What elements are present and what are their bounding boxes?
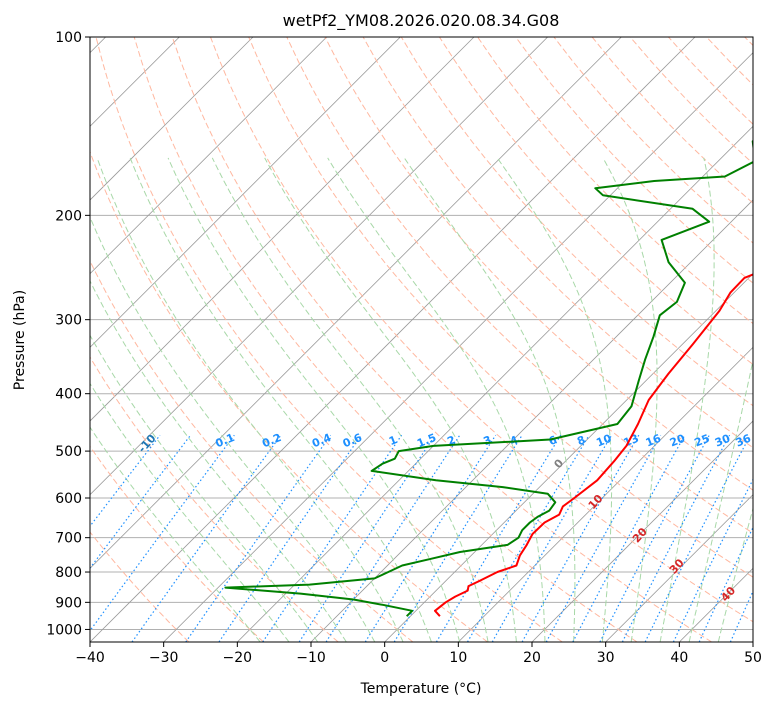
background-lines bbox=[90, 37, 753, 642]
dry-adiabat-line bbox=[438, 37, 753, 366]
x-tick-label: 50 bbox=[744, 650, 762, 666]
dry-adiabat-line bbox=[515, 37, 753, 284]
x-tick-label: 30 bbox=[597, 650, 615, 666]
isotherm-line bbox=[90, 37, 475, 422]
moist-adiabat-line bbox=[688, 358, 753, 642]
moist-adiabat-line bbox=[211, 157, 489, 642]
y-tick-label: 800 bbox=[55, 565, 82, 581]
mixing-ratio-line bbox=[621, 434, 731, 642]
dry-adiabat-line bbox=[90, 531, 190, 642]
x-axis: −40 −30 −20 −10 0 10 20 30 40 50 bbox=[75, 642, 762, 666]
mixing-ratio-line bbox=[491, 434, 613, 642]
y-axis: 100 200 300 400 500 600 700 800 900 1000 bbox=[46, 30, 90, 638]
dry-adiabat-line bbox=[90, 445, 264, 642]
moist-adiabat-line bbox=[403, 157, 576, 642]
isotherm-line bbox=[90, 37, 401, 348]
isotherm-line bbox=[458, 346, 753, 642]
moist-adiabat-line bbox=[264, 157, 517, 642]
y-axis-label: Pressure (hPa) bbox=[12, 290, 28, 390]
y-tick-label: 900 bbox=[55, 595, 82, 611]
mixing-ratio-line bbox=[325, 434, 461, 642]
mixing-ratio-line bbox=[466, 434, 590, 642]
y-tick-label: 1000 bbox=[46, 622, 82, 638]
mixing-ratio-label: 36 bbox=[734, 432, 753, 450]
moist-adiabat-line bbox=[602, 157, 658, 642]
y-tick-label: 400 bbox=[55, 387, 82, 403]
moist-adiabat-line bbox=[90, 382, 290, 642]
mixing-ratio-line bbox=[672, 478, 753, 642]
moist-adiabat-line bbox=[90, 279, 347, 642]
mixing-ratio-label: 20 bbox=[668, 432, 687, 450]
mixing-ratio-label: 10 bbox=[594, 432, 613, 450]
isotherm-line bbox=[90, 37, 327, 275]
isotherm-line bbox=[90, 37, 548, 496]
isotherm-line bbox=[90, 37, 696, 642]
x-tick-label: −10 bbox=[296, 650, 326, 666]
mixing-ratio-label: 1 bbox=[387, 433, 399, 448]
y-tick-label: 300 bbox=[55, 313, 82, 329]
mixing-ratio-line bbox=[572, 434, 686, 642]
dewpoint-line bbox=[224, 140, 753, 617]
x-tick-label: 20 bbox=[523, 650, 541, 666]
x-tick-label: 10 bbox=[449, 650, 467, 666]
x-tick-label: 40 bbox=[670, 650, 688, 666]
mixing-ratio-line bbox=[393, 434, 523, 642]
x-tick-label: −30 bbox=[149, 650, 179, 666]
moist-adiabat-line bbox=[90, 426, 261, 642]
y-tick-label: 200 bbox=[55, 208, 82, 224]
temperature-line bbox=[434, 273, 753, 617]
mixing-ratio-label: 3 bbox=[481, 433, 493, 448]
mixing-ratio-line bbox=[218, 434, 362, 642]
isotherm-line bbox=[90, 37, 254, 201]
moist-adiabat-line bbox=[659, 157, 715, 642]
isotherm-line bbox=[237, 125, 753, 642]
moist-adiabat-line bbox=[90, 215, 376, 642]
mixing-ratio-line bbox=[90, 434, 235, 632]
mixing-ratio-label: 2 bbox=[445, 433, 457, 448]
mixing-ratio-label: 8 bbox=[575, 433, 587, 448]
y-tick-label: 500 bbox=[55, 444, 82, 460]
dry-adiabat-line bbox=[248, 37, 753, 578]
isotherm-line bbox=[163, 52, 753, 642]
moist-adiabat-line bbox=[167, 157, 461, 642]
dry-adiabat-line bbox=[90, 259, 414, 642]
dry-adiabat-line bbox=[95, 37, 563, 642]
isotherm-line bbox=[384, 273, 753, 642]
dry-adiabat-line bbox=[90, 150, 488, 642]
y-tick-label: 600 bbox=[55, 491, 82, 507]
mixing-ratio-line bbox=[545, 434, 662, 642]
mixing-ratio-line bbox=[435, 434, 562, 642]
mixing-ratio-label: 30 bbox=[713, 432, 732, 450]
moist-adiabat-line bbox=[717, 506, 753, 642]
isotherm-line bbox=[605, 494, 753, 642]
x-axis-label: Temperature (°C) bbox=[360, 681, 482, 697]
chart-title: wetPf2_YM08.2026.020.08.34.G08 bbox=[283, 11, 560, 31]
x-tick-label: 0 bbox=[380, 650, 389, 666]
y-tick-label: 100 bbox=[55, 30, 82, 46]
x-tick-label: −40 bbox=[75, 650, 105, 666]
dry-adiabat-line bbox=[286, 37, 753, 534]
dry-adiabat-line bbox=[90, 356, 339, 642]
y-tick-label: 700 bbox=[55, 531, 82, 547]
isotherm-line bbox=[90, 37, 622, 569]
dry-adiabat-line bbox=[210, 37, 753, 623]
moist-adiabat-line bbox=[90, 334, 319, 642]
mixing-ratio-line bbox=[185, 434, 332, 642]
mixing-ratio-line bbox=[644, 434, 751, 642]
mixing-ratio-line bbox=[521, 434, 640, 642]
moist-adiabat-line bbox=[496, 157, 613, 642]
mixing-ratio-label: 16 bbox=[644, 432, 663, 450]
plot-frame bbox=[89, 36, 754, 643]
moist-adiabat-line bbox=[129, 157, 432, 642]
sounding-series bbox=[224, 140, 753, 617]
dry-adiabat-line bbox=[400, 37, 753, 407]
x-tick-label: −20 bbox=[223, 650, 253, 666]
mixing-ratio-line bbox=[364, 434, 497, 642]
isotherm-line bbox=[531, 420, 753, 642]
mixing-ratio-label: 25 bbox=[693, 432, 712, 450]
